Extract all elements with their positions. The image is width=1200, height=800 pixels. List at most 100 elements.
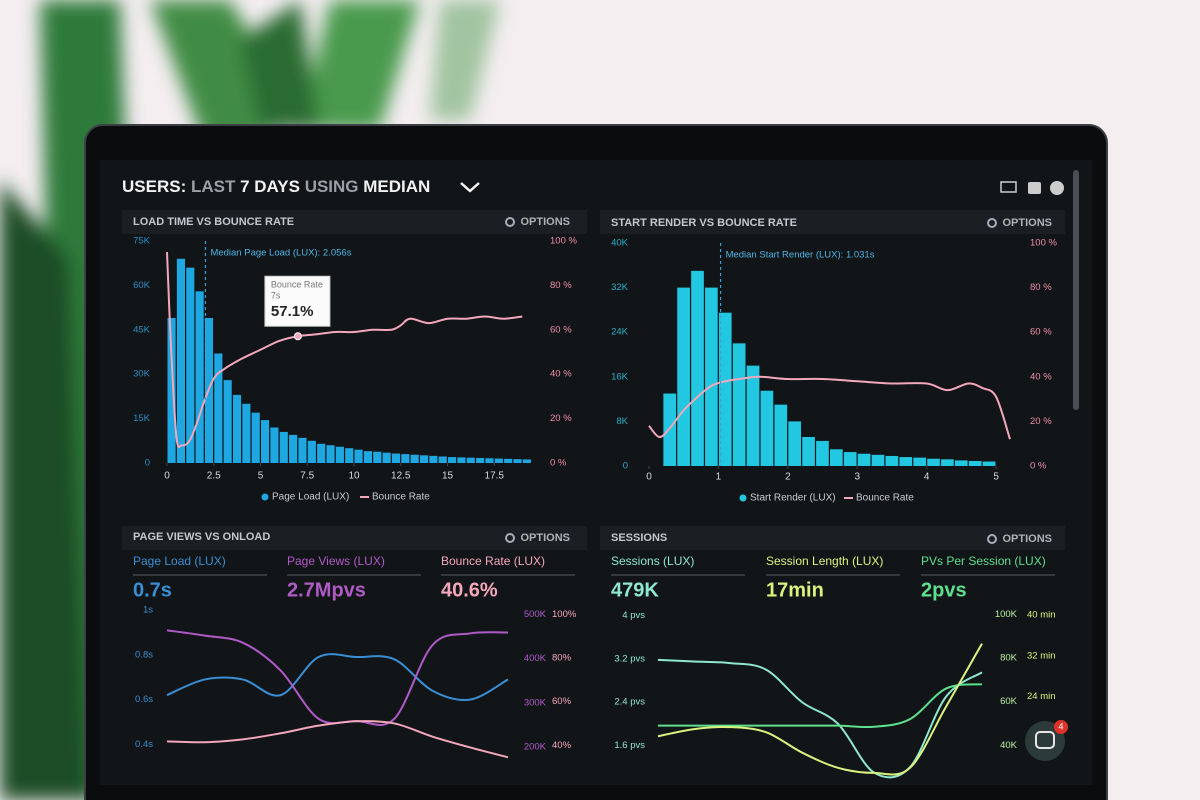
legend-label: Bounce Rate <box>856 493 914 504</box>
histogram-bar <box>913 457 926 466</box>
histogram-bar <box>857 453 871 466</box>
scrollbar[interactable] <box>1073 170 1079 410</box>
tooltip-subtitle: 7s <box>271 291 281 301</box>
tooltip-title: Bounce Rate <box>271 280 323 290</box>
histogram-bar <box>494 458 503 463</box>
kpi-value: 40.6% <box>441 579 498 601</box>
panel-title: LOAD TIME VS BOUNCE RATE <box>133 216 294 228</box>
histogram-bar <box>954 460 968 466</box>
chart-panel: LOAD TIME VS BOUNCE RATE OPTIONS 0 15K 30K 45… <box>133 216 577 503</box>
x-tick-label: 17.5 <box>485 471 505 482</box>
y-tick-label: 0.8s <box>135 649 153 660</box>
options-button[interactable]: OPTIONS <box>520 532 570 544</box>
help-icon[interactable] <box>1050 181 1064 195</box>
options-gear[interactable] <box>987 218 997 228</box>
dropdown-chevron[interactable] <box>460 182 480 193</box>
y-tick-label: 45K <box>133 324 151 335</box>
line-series <box>657 658 983 779</box>
options-gear[interactable] <box>505 217 515 227</box>
histogram-bar <box>363 451 372 463</box>
tooltip-value: 57.1% <box>271 303 314 320</box>
histogram-bar <box>746 365 760 466</box>
y2-tick-label: 40 % <box>1030 371 1052 382</box>
y3-tick-label: 24 min <box>1027 691 1056 702</box>
histogram-bar <box>242 403 251 463</box>
options-button[interactable]: OPTIONS <box>1002 533 1052 545</box>
histogram-bar <box>410 454 419 463</box>
x-tick-label: 4 <box>924 472 930 483</box>
options-gear[interactable] <box>987 534 997 544</box>
y2-tick-label: 0 % <box>550 458 567 469</box>
kpi-label: Session Length (LUX) <box>766 554 883 568</box>
y-tick-label: 2.4 pvs <box>614 697 645 708</box>
histogram-bar <box>326 445 335 463</box>
histogram-bar <box>760 390 774 466</box>
y-tick-label: 16K <box>611 371 629 382</box>
histogram-bar <box>718 312 732 466</box>
panel-title: PAGE VIEWS VS ONLOAD <box>133 531 270 543</box>
chat-button[interactable] <box>1025 721 1065 761</box>
y3-tick-label: 60% <box>552 696 572 707</box>
line-series <box>166 252 523 449</box>
y-tick-label: 1.6 pvs <box>614 740 645 751</box>
y3-tick-label: 80% <box>552 653 572 664</box>
x-tick-label: 1 <box>716 472 722 483</box>
histogram-bar <box>677 287 690 466</box>
histogram-bar <box>223 380 232 463</box>
histogram-bar <box>345 448 354 463</box>
y3-tick-label: 40% <box>552 740 572 751</box>
panel-title: START RENDER VS BOUNCE RATE <box>611 217 797 229</box>
histogram-bar <box>429 455 438 463</box>
histogram-bar <box>968 460 982 466</box>
histogram-bar <box>982 461 996 466</box>
histogram-bar <box>448 457 457 463</box>
y-tick-label: 0.6s <box>135 694 153 705</box>
y2-tick-label: 500K <box>524 609 547 620</box>
y2-tick-label: 80 % <box>1030 282 1052 293</box>
y2-tick-label: 100 % <box>550 236 577 247</box>
y-tick-label: 0 <box>623 461 628 472</box>
options-button[interactable]: OPTIONS <box>520 216 570 228</box>
histogram-bar <box>232 394 242 463</box>
options-gear[interactable] <box>505 533 515 543</box>
kpi-label: PVs Per Session (LUX) <box>921 554 1046 568</box>
chat-badge <box>1054 720 1068 734</box>
title-part: 7 DAYS <box>240 177 300 196</box>
kpi-value: 2pvs <box>921 579 967 601</box>
y2-tick-label: 400K <box>524 653 547 664</box>
chat-icon <box>1035 731 1055 749</box>
histogram-bar <box>830 449 843 466</box>
tooltip-point <box>293 332 302 341</box>
legend-swatch <box>739 494 747 502</box>
monitor-icon[interactable] <box>1000 181 1017 193</box>
y-tick-label: 24K <box>611 327 629 338</box>
median-label: Median Start Render (LUX): 1.031s <box>726 250 875 261</box>
y-tick-label: 40K <box>611 238 629 249</box>
chart-panel: START RENDER VS BOUNCE RATE OPTIONS 0 8K 16K… <box>611 217 1057 504</box>
share-icon[interactable] <box>1028 182 1041 194</box>
median-label: Median Page Load (LUX): 2.056s <box>210 248 351 259</box>
dashboard-title[interactable]: USERS: LAST 7 DAYS USING MEDIAN <box>122 177 430 196</box>
kpi-label: Bounce Rate (LUX) <box>441 554 545 568</box>
x-tick-label: 2 <box>785 472 791 483</box>
histogram-bar <box>522 459 531 463</box>
chart-panel: PAGE VIEWS VS ONLOAD OPTIONS 1s 0.8s 0.6s 0.4… <box>133 531 577 759</box>
panel-header <box>122 526 587 550</box>
histogram-bar <box>466 457 475 463</box>
histogram-bar <box>899 457 913 466</box>
y-tick-label: 15K <box>133 413 151 424</box>
histogram-bar <box>289 434 298 463</box>
histogram-bar <box>195 291 204 463</box>
y2-tick-label: 40 % <box>550 369 572 380</box>
chat-launcher[interactable]: 4 <box>1025 720 1068 761</box>
histogram-bar <box>663 393 677 466</box>
x-tick-label: 3 <box>854 472 860 483</box>
y2-tick-label: 100K <box>995 609 1018 620</box>
options-button[interactable]: OPTIONS <box>1002 217 1052 229</box>
screen <box>100 160 1092 785</box>
line-series <box>648 375 1011 440</box>
histogram-bar <box>307 440 316 463</box>
histogram-bar <box>438 456 447 463</box>
legend-swatch <box>261 493 269 501</box>
